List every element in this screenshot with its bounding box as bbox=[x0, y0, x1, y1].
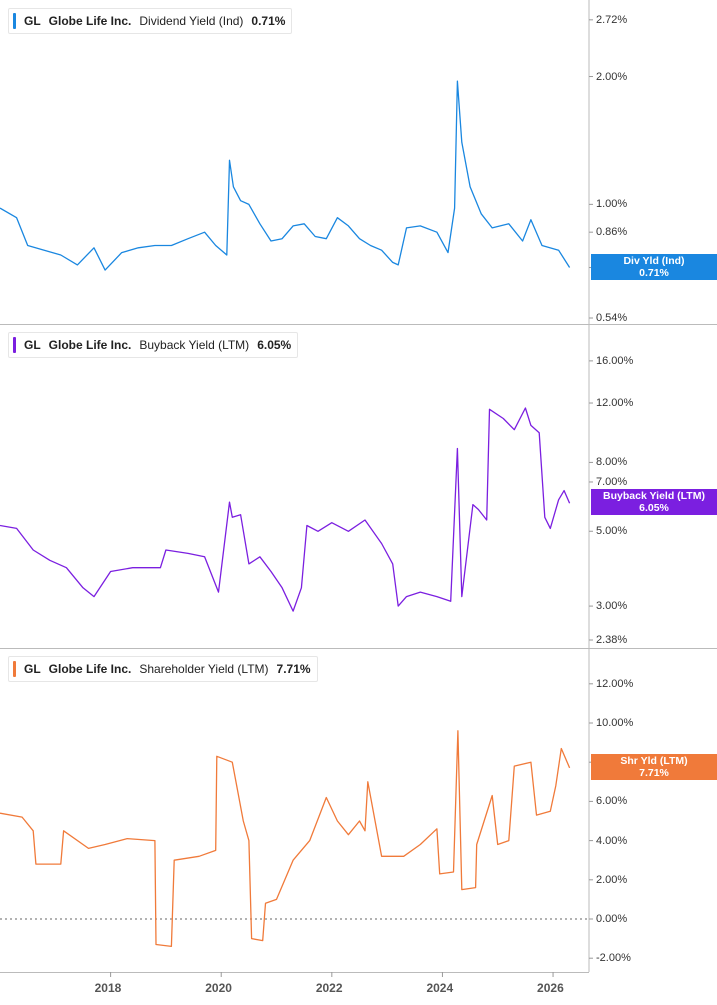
ticker-label: GL bbox=[24, 14, 41, 28]
y-tick-label: 8.00% bbox=[596, 456, 628, 469]
metric-name: Shareholder Yield (LTM) bbox=[139, 662, 269, 676]
y-tick-label: 2.72% bbox=[596, 13, 628, 26]
value-tag: Buyback Yield (LTM) 6.05% bbox=[591, 489, 717, 516]
latest-value: 7.71% bbox=[276, 662, 311, 676]
company-name: Globe Life Inc. bbox=[48, 338, 132, 352]
y-tick-label: 2.38% bbox=[596, 634, 628, 646]
ticker-label: GL bbox=[24, 338, 41, 352]
legend-swatch bbox=[13, 661, 16, 677]
legend-box: GL Globe Life Inc. Shareholder Yield (LTM)… bbox=[8, 656, 318, 682]
series-line bbox=[0, 730, 571, 948]
latest-value: 0.71% bbox=[251, 14, 286, 28]
y-tick-label: -2.00% bbox=[596, 952, 631, 965]
y-tick-label: 0.54% bbox=[596, 312, 628, 324]
x-tick-label: 2024 bbox=[426, 981, 454, 995]
legend-box: GL Globe Life Inc. Buyback Yield (LTM) 6.05… bbox=[8, 332, 299, 358]
y-tick-label: 2.00% bbox=[596, 873, 628, 886]
y-tick-label: 0.86% bbox=[596, 226, 628, 239]
y-tick-label: 12.00% bbox=[596, 397, 634, 410]
x-tick-label: 2026 bbox=[537, 981, 564, 995]
y-tick-label: 16.00% bbox=[596, 354, 634, 367]
value-tag-value: 6.05% bbox=[639, 502, 669, 515]
metric-name: Dividend Yield (Ind) bbox=[139, 14, 244, 28]
value-tag: Div Yld (Ind) 0.71% bbox=[591, 253, 717, 280]
y-tick-label: 10.00% bbox=[596, 717, 634, 729]
legend-box: GL Globe Life Inc. Dividend Yield (Ind) 0.7… bbox=[8, 8, 293, 34]
legend-swatch bbox=[13, 337, 16, 353]
x-tick-label: 2022 bbox=[315, 981, 343, 995]
y-tick-label: 2.00% bbox=[596, 70, 628, 83]
y-tick-label: 6.00% bbox=[596, 795, 628, 808]
y-tick-label: 0.00% bbox=[596, 913, 628, 925]
series-line bbox=[0, 407, 571, 612]
value-tag-value: 0.71% bbox=[639, 266, 669, 279]
series-line bbox=[0, 80, 571, 271]
x-tick-label: 2018 bbox=[94, 981, 122, 995]
value-tag-label: Buyback Yield (LTM) bbox=[603, 490, 705, 503]
y-tick-label: 1.00% bbox=[596, 198, 628, 211]
company-name: Globe Life Inc. bbox=[48, 662, 132, 676]
x-tick-label: 2020 bbox=[205, 981, 232, 995]
value-tag: Shr Yld (LTM) 7.71% bbox=[591, 753, 717, 780]
y-tick-label: 3.00% bbox=[596, 600, 628, 613]
latest-value: 6.05% bbox=[257, 338, 292, 352]
metric-name: Buyback Yield (LTM) bbox=[139, 338, 250, 352]
y-tick-label: 4.00% bbox=[596, 834, 628, 847]
company-name: Globe Life Inc. bbox=[48, 14, 132, 28]
value-tag-label: Div Yld (Ind) bbox=[623, 254, 685, 267]
y-tick-label: 7.00% bbox=[596, 475, 628, 488]
y-tick-label: 12.00% bbox=[596, 677, 634, 690]
value-tag-label: Shr Yld (LTM) bbox=[620, 754, 688, 767]
legend-swatch bbox=[13, 13, 16, 29]
y-tick-label: 5.00% bbox=[596, 525, 628, 538]
ticker-label: GL bbox=[24, 662, 41, 676]
value-tag-value: 7.71% bbox=[639, 766, 669, 779]
